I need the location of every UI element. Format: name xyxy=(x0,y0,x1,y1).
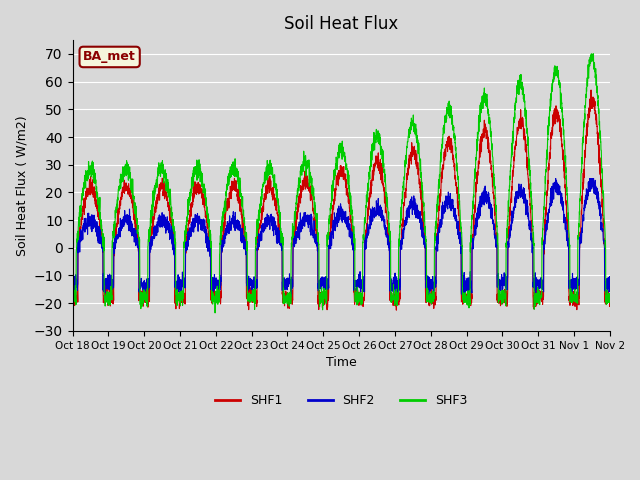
X-axis label: Time: Time xyxy=(326,356,356,369)
Line: SHF1: SHF1 xyxy=(72,90,610,310)
SHF2 xyxy=(137,280,145,286)
SHF3 xyxy=(350,240,358,246)
SHF1 xyxy=(137,290,145,296)
SHF1 xyxy=(438,178,445,184)
Y-axis label: Soil Heat Flux ( W/m2): Soil Heat Flux ( W/m2) xyxy=(15,115,28,256)
SHF3 xyxy=(68,292,76,298)
SHF3 xyxy=(308,191,316,197)
SHF2 xyxy=(303,212,311,218)
SHF1 xyxy=(414,164,422,169)
SHF1 xyxy=(392,307,400,313)
Title: Soil Heat Flux: Soil Heat Flux xyxy=(284,15,398,33)
SHF2 xyxy=(606,277,614,283)
SHF1 xyxy=(588,87,595,93)
SHF2 xyxy=(350,277,358,283)
SHF3 xyxy=(606,299,614,305)
SHF1 xyxy=(606,299,614,304)
SHF2 xyxy=(552,176,559,181)
SHF3 xyxy=(438,150,445,156)
SHF3 xyxy=(211,310,219,316)
SHF2 xyxy=(308,220,316,226)
Line: SHF3: SHF3 xyxy=(72,54,610,313)
SHF3 xyxy=(303,158,311,164)
Legend: SHF1, SHF2, SHF3: SHF1, SHF2, SHF3 xyxy=(210,389,472,412)
SHF1 xyxy=(303,179,311,184)
SHF3 xyxy=(588,51,595,57)
SHF1 xyxy=(308,190,316,195)
SHF2 xyxy=(414,216,422,221)
Text: BA_met: BA_met xyxy=(83,50,136,63)
SHF1 xyxy=(350,288,358,294)
SHF1 xyxy=(68,293,76,299)
SHF2 xyxy=(438,213,445,219)
SHF2 xyxy=(68,286,76,291)
SHF3 xyxy=(137,289,145,295)
Line: SHF2: SHF2 xyxy=(72,179,610,297)
SHF2 xyxy=(287,294,295,300)
SHF3 xyxy=(414,143,422,149)
